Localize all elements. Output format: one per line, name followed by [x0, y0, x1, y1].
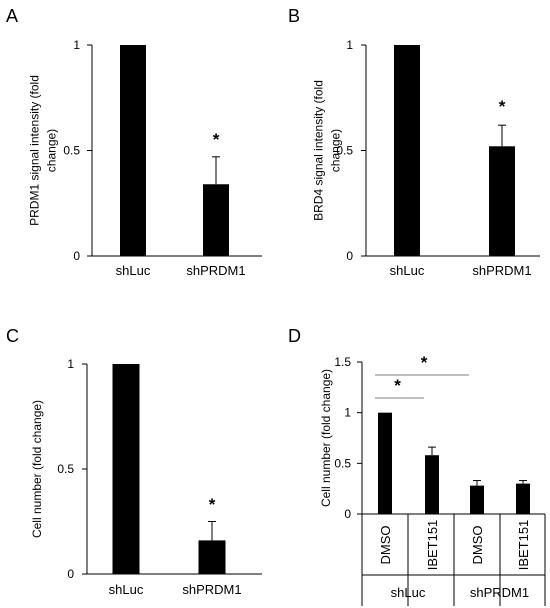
y-tick-label: 0: [344, 507, 351, 521]
y-tick-label: 0.5: [63, 144, 80, 158]
x-category-label: IBET151: [516, 520, 531, 571]
x-category-label: shPRDM1: [186, 263, 245, 278]
panel-label: C: [6, 326, 19, 346]
chart-panel-c: C 0 0.5 1 Cell number (fold change) shLuc * shP…: [6, 326, 262, 597]
y-axis-label-line: Cell number (fold change): [30, 400, 44, 538]
significance-marker: *: [209, 495, 216, 514]
y-axis-label-line: PRDM1 signal intensity (fold: [28, 75, 42, 226]
y-tick-label: 0.5: [57, 462, 74, 476]
x-category-label: DMSO: [470, 526, 485, 565]
significance-marker: *: [213, 130, 220, 149]
y-tick-label: 0: [73, 249, 80, 263]
panel-label: D: [288, 326, 301, 346]
bar: [112, 364, 140, 574]
x-category-label: IBET151: [425, 520, 440, 571]
y-axis-label-line: change): [45, 129, 59, 172]
x-category-label: shPRDM1: [182, 582, 241, 597]
chart-panel-b: B 0 0.5 1 BRD4 signal intensity (fold change)…: [288, 6, 540, 278]
y-tick-label: 0: [346, 249, 353, 263]
significance-marker: *: [499, 97, 506, 116]
y-tick-label: 1.5: [334, 355, 351, 369]
bar: [378, 412, 392, 514]
x-category-label: shPRDM1: [472, 263, 531, 278]
group-label: shPRDM1: [470, 585, 529, 600]
y-axis-label: BRD4 signal intensity (fold change): [312, 80, 343, 221]
y-axis-label: Cell number (fold change): [30, 400, 44, 538]
x-category-label: shLuc: [109, 582, 144, 597]
y-tick-label: 1: [67, 357, 74, 371]
y-axis-label-line: change): [329, 129, 343, 172]
y-tick-label: 0: [67, 567, 74, 581]
y-axis-label-line: Cell number (fold change): [319, 369, 333, 507]
panel-label: A: [6, 6, 18, 26]
significance-marker: *: [421, 353, 428, 372]
bar: [198, 540, 226, 574]
bar: [489, 146, 515, 256]
group-label: shLuc: [391, 585, 426, 600]
y-axis-label: PRDM1 signal intensity (fold change): [28, 75, 59, 226]
panel-label: B: [288, 6, 300, 26]
x-category-label: shLuc: [116, 263, 151, 278]
bar: [394, 45, 420, 256]
x-category-label: shLuc: [390, 263, 425, 278]
bar: [516, 483, 530, 514]
bar: [203, 184, 229, 256]
y-axis-label-line: BRD4 signal intensity (fold: [312, 80, 326, 221]
y-tick-label: 1: [344, 406, 351, 420]
bar: [470, 485, 484, 514]
y-tick-label: 1: [73, 38, 80, 52]
y-tick-label: 1: [346, 38, 353, 52]
y-axis-label: Cell number (fold change): [319, 369, 333, 507]
bar: [120, 45, 146, 256]
x-category-label: DMSO: [378, 526, 393, 565]
chart-panel-a: A 0 0.5 1 PRDM1 signal intensity (fold change…: [6, 6, 262, 278]
bar: [425, 455, 439, 514]
significance-marker: *: [394, 376, 401, 395]
y-tick-label: 0.5: [334, 456, 351, 470]
y-tick-label: 0.5: [336, 144, 353, 158]
